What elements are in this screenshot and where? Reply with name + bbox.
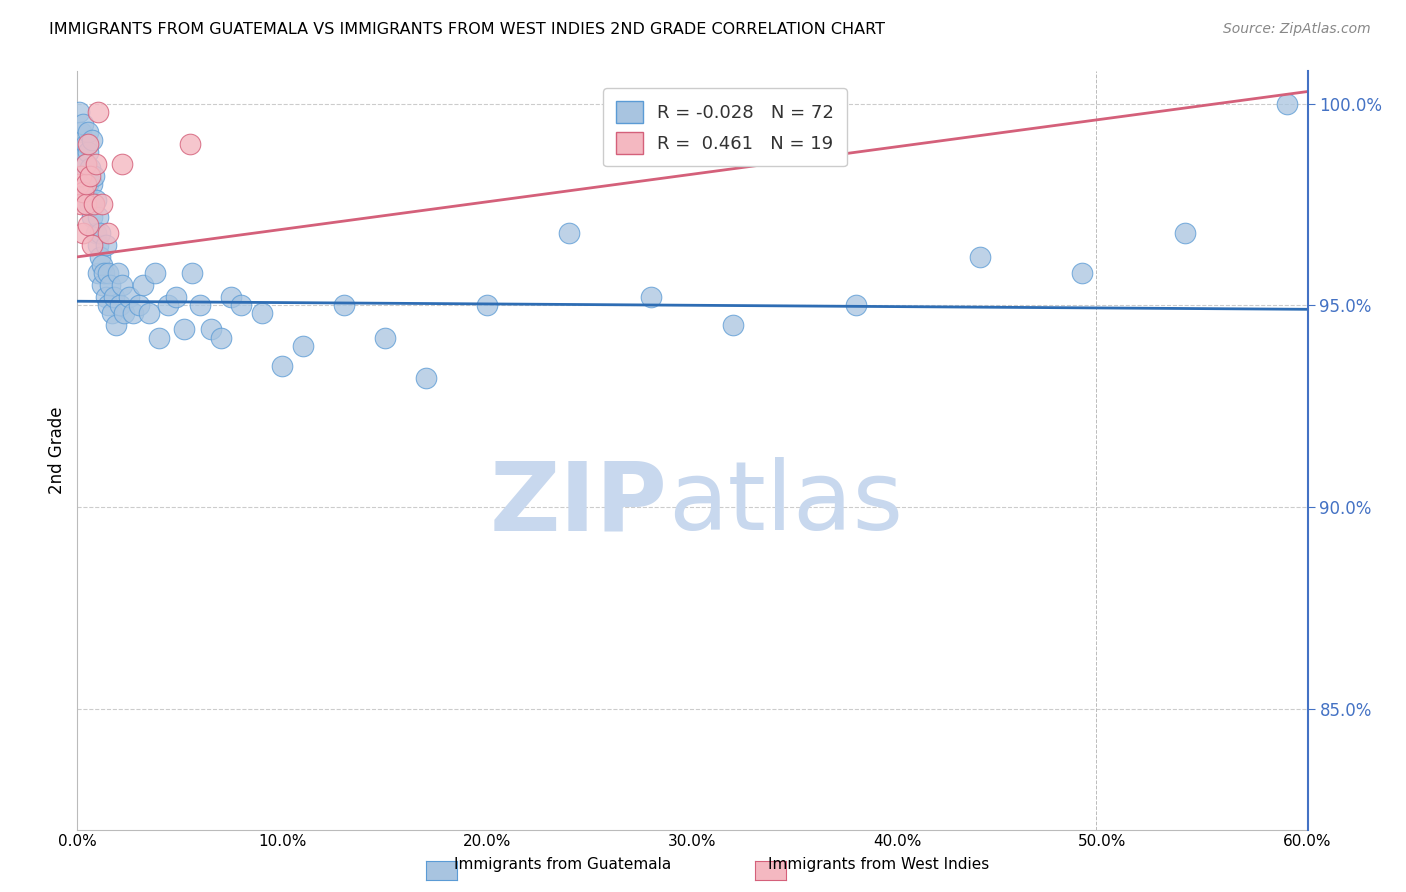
Point	[79, 169, 101, 184]
Point	[75, 186, 97, 200]
Point	[101, 306, 124, 320]
Point	[143, 266, 166, 280]
Point	[173, 322, 195, 336]
Point	[138, 306, 160, 320]
Point	[97, 298, 120, 312]
Point	[75, 136, 97, 151]
Point	[200, 322, 222, 336]
Point	[76, 218, 98, 232]
Point	[333, 298, 356, 312]
Point	[114, 306, 136, 320]
Point	[179, 136, 201, 151]
Point	[209, 330, 232, 344]
Point	[70, 197, 93, 211]
Point	[76, 178, 98, 192]
Point	[156, 298, 179, 312]
Point	[80, 178, 103, 192]
Point	[70, 149, 93, 163]
Point	[75, 178, 97, 192]
Text: atlas: atlas	[668, 457, 903, 550]
Point	[80, 210, 103, 224]
Point	[723, 318, 745, 333]
Point	[94, 237, 117, 252]
Point	[90, 258, 114, 272]
Point	[1174, 226, 1197, 240]
Point	[374, 330, 396, 344]
Point	[84, 157, 107, 171]
Point	[188, 298, 212, 312]
Point	[121, 306, 143, 320]
Point	[128, 298, 150, 312]
Point	[87, 237, 110, 252]
Point	[76, 145, 98, 159]
Point	[89, 226, 111, 240]
Point	[72, 226, 94, 240]
Point	[90, 197, 114, 211]
Text: Immigrants from Guatemala: Immigrants from Guatemala	[454, 857, 671, 872]
Point	[79, 197, 101, 211]
Point	[105, 318, 128, 333]
Point	[291, 338, 314, 352]
Point	[72, 186, 94, 200]
Point	[76, 136, 98, 151]
Point	[67, 178, 90, 192]
Point	[84, 194, 107, 208]
Point	[90, 278, 114, 293]
Point	[72, 117, 94, 131]
Point	[72, 194, 94, 208]
Point	[845, 298, 868, 312]
Point	[640, 290, 662, 304]
Text: ZIP: ZIP	[489, 457, 668, 550]
Point	[181, 266, 204, 280]
Point	[148, 330, 170, 344]
Text: IMMIGRANTS FROM GUATEMALA VS IMMIGRANTS FROM WEST INDIES 2ND GRADE CORRELATION C: IMMIGRANTS FROM GUATEMALA VS IMMIGRANTS …	[49, 22, 886, 37]
Point	[83, 197, 105, 211]
Point	[75, 157, 97, 171]
Point	[87, 210, 110, 224]
Point	[110, 298, 132, 312]
Point	[111, 157, 134, 171]
Point	[415, 371, 437, 385]
Point	[80, 237, 103, 252]
Point	[117, 290, 139, 304]
Point	[67, 104, 90, 119]
Point	[165, 290, 187, 304]
Point	[70, 169, 93, 184]
Y-axis label: 2nd Grade: 2nd Grade	[48, 407, 66, 494]
Point	[87, 104, 110, 119]
Text: Immigrants from West Indies: Immigrants from West Indies	[768, 857, 990, 872]
Point	[107, 266, 129, 280]
Point	[80, 133, 103, 147]
Point	[83, 169, 105, 184]
Point	[103, 290, 125, 304]
Point	[219, 290, 242, 304]
Point	[111, 278, 134, 293]
Point	[969, 250, 991, 264]
Point	[75, 197, 97, 211]
Legend: R = -0.028   N = 72, R =  0.461   N = 19: R = -0.028 N = 72, R = 0.461 N = 19	[603, 88, 846, 166]
Point	[558, 226, 581, 240]
Point	[97, 266, 120, 280]
Point	[93, 266, 115, 280]
Point	[231, 298, 253, 312]
Point	[1071, 266, 1094, 280]
Point	[94, 290, 117, 304]
Point	[132, 278, 155, 293]
Point	[271, 359, 294, 373]
Point	[98, 278, 121, 293]
Point	[70, 125, 93, 139]
Point	[84, 226, 107, 240]
Point	[79, 161, 101, 176]
Point	[83, 197, 105, 211]
Point	[1275, 96, 1298, 111]
Point	[250, 306, 273, 320]
Point	[477, 298, 499, 312]
Point	[89, 250, 111, 264]
Point	[87, 266, 110, 280]
Point	[75, 157, 97, 171]
Point	[72, 169, 94, 184]
Point	[76, 125, 98, 139]
Point	[97, 226, 120, 240]
Text: Source: ZipAtlas.com: Source: ZipAtlas.com	[1223, 22, 1371, 37]
